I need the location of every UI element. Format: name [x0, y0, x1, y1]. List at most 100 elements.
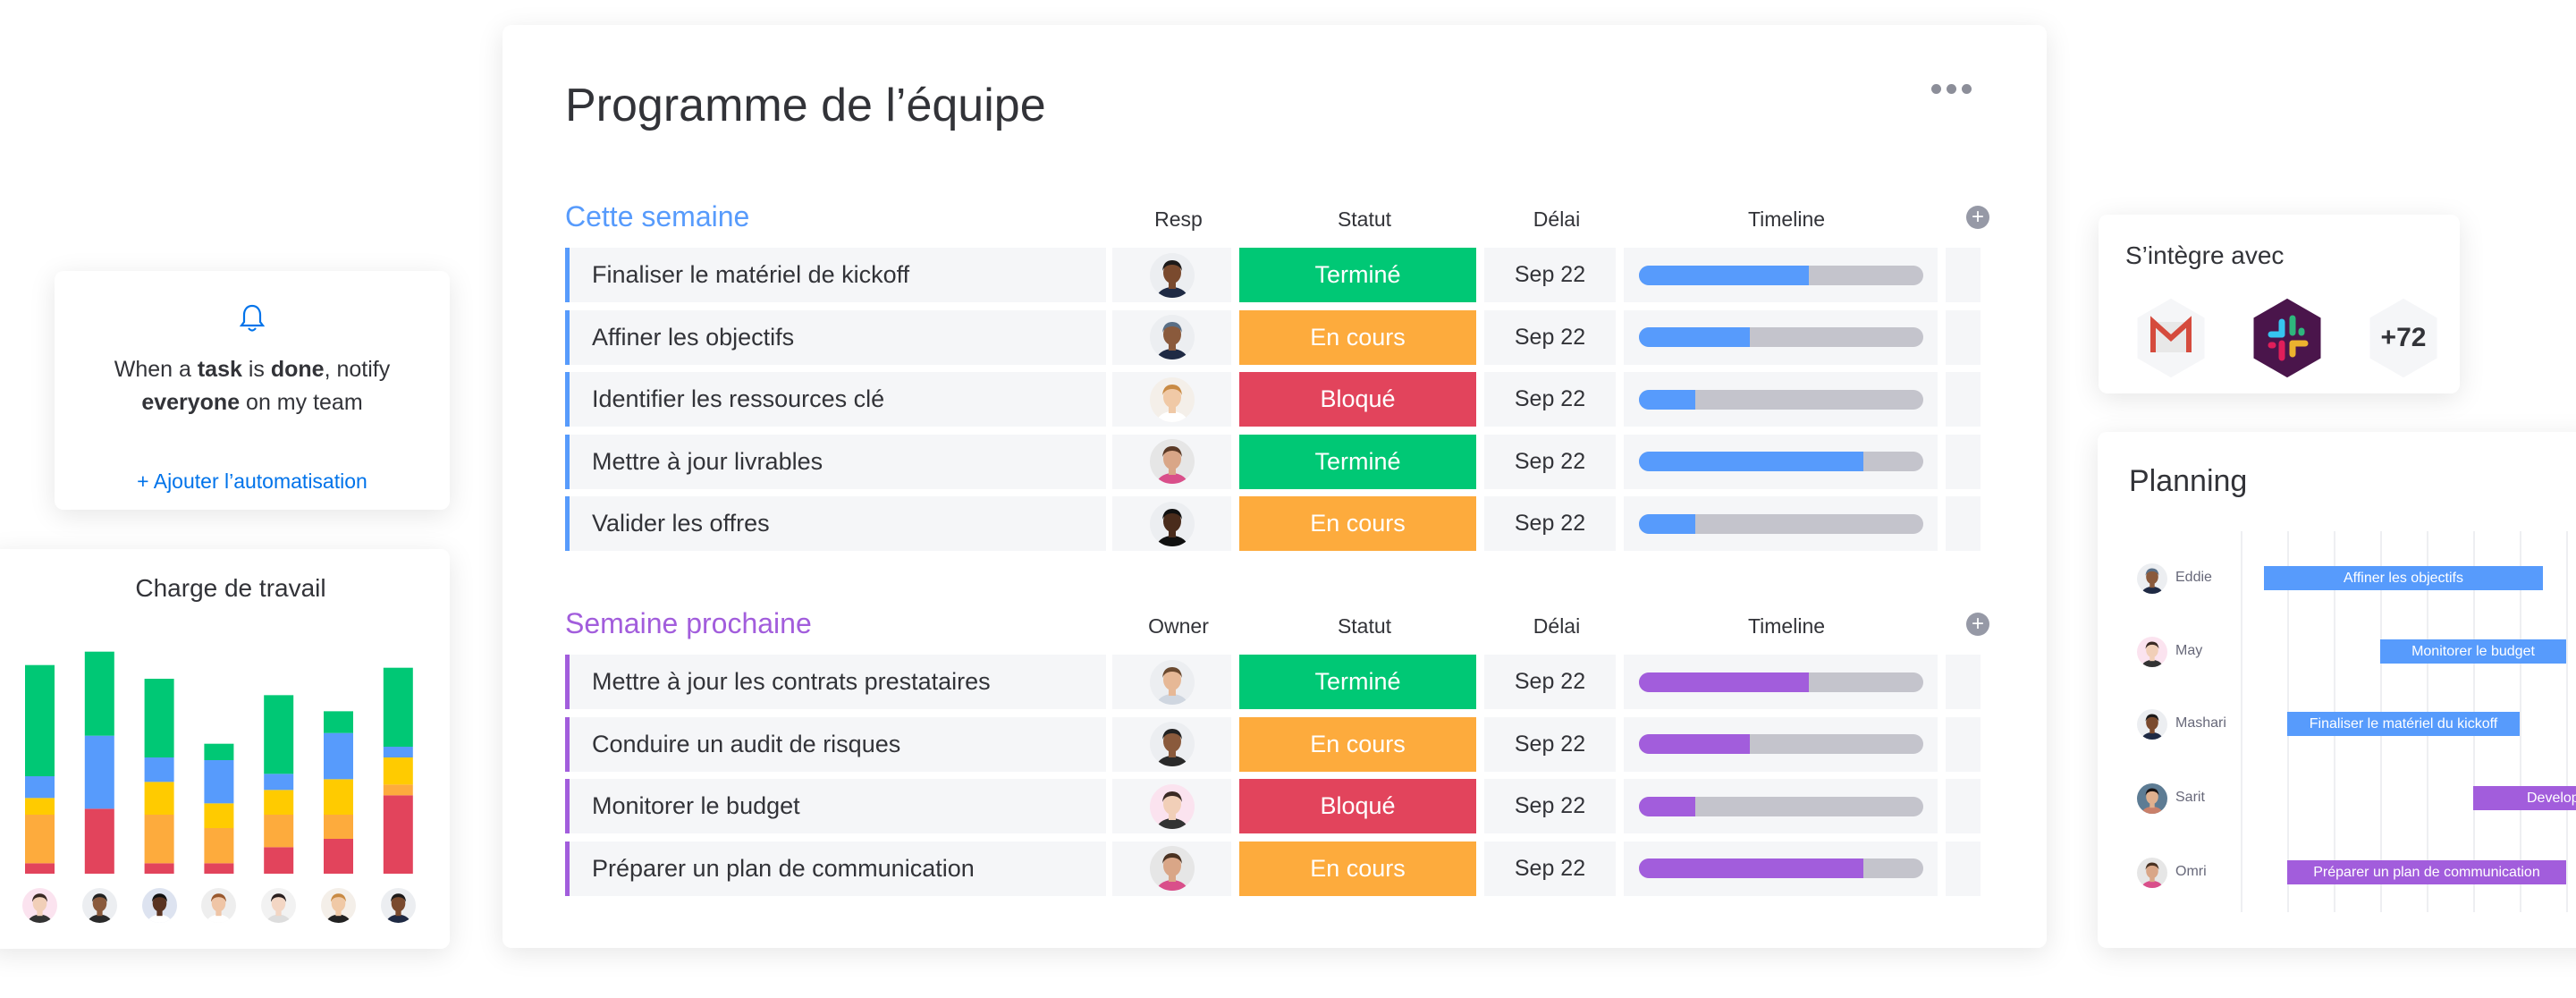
due-date[interactable]: Sep 22 — [1484, 434, 1616, 489]
timeline-cell[interactable] — [1624, 496, 1938, 551]
due-date[interactable]: Sep 22 — [1484, 716, 1616, 772]
timeline-cell[interactable] — [1624, 655, 1938, 709]
person-name: Mashari — [2175, 715, 2226, 731]
timeline-cell[interactable] — [1624, 716, 1938, 772]
owner-cell[interactable] — [1112, 372, 1231, 427]
timeline-progress — [1638, 672, 1810, 692]
table-row[interactable]: Finaliser le matériel de kickoff Terminé S… — [565, 248, 1987, 302]
task-name[interactable]: Préparer un plan de communication — [565, 841, 1106, 896]
task-name[interactable]: Finaliser le matériel de kickoff — [565, 248, 1106, 302]
due-date[interactable]: Sep 22 — [1484, 841, 1616, 896]
timeline-cell[interactable] — [1624, 248, 1938, 302]
due-date[interactable]: Sep 22 — [1484, 309, 1616, 365]
bar-segment — [383, 667, 413, 748]
table-row[interactable]: Affiner les objectifs En cours Sep 22 — [565, 309, 1987, 365]
due-date[interactable]: Sep 22 — [1484, 496, 1616, 551]
integrations-card: S’intègre avec +72 — [2099, 215, 2460, 393]
avatar — [141, 888, 177, 923]
column-header-date: Délai — [1533, 207, 1581, 231]
status-badge[interactable]: En cours — [1239, 496, 1476, 551]
slack-icon[interactable] — [2248, 293, 2327, 383]
avatar — [1149, 376, 1195, 422]
status-badge[interactable]: Bloqué — [1239, 779, 1476, 833]
status-badge[interactable]: En cours — [1239, 841, 1476, 896]
integrations-title: S’intègre avec — [2125, 241, 2285, 269]
bar-segment — [84, 735, 114, 809]
planning-task-bar[interactable]: Affiner les objectifs — [2264, 566, 2543, 590]
bar-segment — [264, 774, 294, 791]
due-date[interactable]: Sep 22 — [1484, 248, 1616, 302]
avatar — [1149, 501, 1195, 546]
page-title: Programme de l’équipe — [565, 80, 1046, 131]
empty-cell — [1946, 841, 1981, 896]
empty-cell — [1946, 434, 1981, 489]
add-automation-link[interactable]: + Ajouter l’automatisation — [137, 469, 367, 493]
owner-cell[interactable] — [1112, 716, 1231, 772]
table-row[interactable]: Monitorer le budget Bloqué Sep 22 — [565, 779, 1987, 833]
status-badge[interactable]: Terminé — [1239, 434, 1476, 489]
avatar — [321, 888, 356, 923]
task-name[interactable]: Mettre à jour livrables — [565, 434, 1106, 489]
task-name[interactable]: Valider les offres — [565, 496, 1106, 551]
owner-cell[interactable] — [1112, 434, 1231, 489]
task-name[interactable]: Conduire un audit de risques — [565, 716, 1106, 772]
bar-segment — [144, 863, 174, 874]
more-dots-icon[interactable] — [1931, 84, 1972, 94]
due-date[interactable]: Sep 22 — [1484, 779, 1616, 833]
table-row[interactable]: Préparer un plan de communication En cour… — [565, 841, 1987, 896]
planning-task-bar[interactable]: Developp — [2473, 786, 2576, 810]
timeline-bar — [1638, 265, 1923, 285]
status-badge[interactable]: En cours — [1239, 716, 1476, 772]
table-row[interactable]: Conduire un audit de risques En cours Sep … — [565, 716, 1987, 772]
bar-segment — [383, 795, 413, 874]
owner-cell[interactable] — [1112, 779, 1231, 833]
timeline-cell[interactable] — [1624, 372, 1938, 427]
owner-cell[interactable] — [1112, 309, 1231, 365]
bar-segment — [383, 747, 413, 758]
empty-cell — [1946, 716, 1981, 772]
bar-segment — [84, 651, 114, 736]
group-title[interactable]: Semaine prochaine — [565, 607, 812, 639]
timeline-cell[interactable] — [1624, 841, 1938, 896]
task-name[interactable]: Identifier les ressources clé — [565, 372, 1106, 427]
owner-cell[interactable] — [1112, 655, 1231, 709]
table-row[interactable]: Identifier les ressources clé Bloqué Sep 2… — [565, 372, 1987, 427]
planning-card: Planning Eddie Affiner les objectifs May Mo… — [2098, 432, 2576, 948]
owner-cell[interactable] — [1112, 248, 1231, 302]
timeline-cell[interactable] — [1624, 779, 1938, 833]
group-title[interactable]: Cette semaine — [565, 200, 750, 233]
bar-segment — [264, 695, 294, 774]
table-row[interactable]: Mettre à jour livrables Terminé Sep 22 — [565, 434, 1987, 489]
task-name[interactable]: Monitorer le budget — [565, 779, 1106, 833]
bar-segment — [204, 863, 234, 874]
avatar — [1149, 722, 1195, 766]
workload-chart — [22, 651, 416, 923]
table-row[interactable]: Valider les offres En cours Sep 22 — [565, 496, 1987, 551]
owner-cell[interactable] — [1112, 496, 1231, 551]
add-column-icon[interactable]: + — [1966, 206, 1989, 229]
planning-task-bar[interactable]: Préparer un plan de communication — [2287, 860, 2566, 884]
timeline-progress — [1638, 265, 1810, 285]
timeline-cell[interactable] — [1624, 434, 1938, 489]
gmail-icon[interactable] — [2132, 293, 2210, 383]
planning-task-bar[interactable]: Finaliser le matériel du kickoff — [2287, 712, 2520, 736]
owner-cell[interactable] — [1112, 841, 1231, 896]
table-row[interactable]: Mettre à jour les contrats prestataires T… — [565, 655, 1987, 709]
due-date[interactable]: Sep 22 — [1484, 655, 1616, 709]
task-name[interactable]: Mettre à jour les contrats prestataires — [565, 655, 1106, 709]
text-task: task — [197, 357, 242, 382]
status-badge[interactable]: Bloqué — [1239, 372, 1476, 427]
due-date[interactable]: Sep 22 — [1484, 372, 1616, 427]
task-name[interactable]: Affiner les objectifs — [565, 309, 1106, 365]
status-badge[interactable]: Terminé — [1239, 655, 1476, 709]
timeline-bar — [1638, 734, 1923, 754]
timeline-progress — [1638, 389, 1696, 410]
timeline-cell[interactable] — [1624, 309, 1938, 365]
planning-task-bar[interactable]: Monitorer le budget — [2380, 639, 2566, 664]
status-badge[interactable]: En cours — [1239, 309, 1476, 365]
status-badge[interactable]: Terminé — [1239, 248, 1476, 302]
bar-segment — [324, 711, 353, 733]
bar-segment — [144, 757, 174, 782]
more-integrations-badge[interactable]: +72 — [2364, 293, 2443, 383]
add-column-icon[interactable]: + — [1966, 613, 1989, 636]
